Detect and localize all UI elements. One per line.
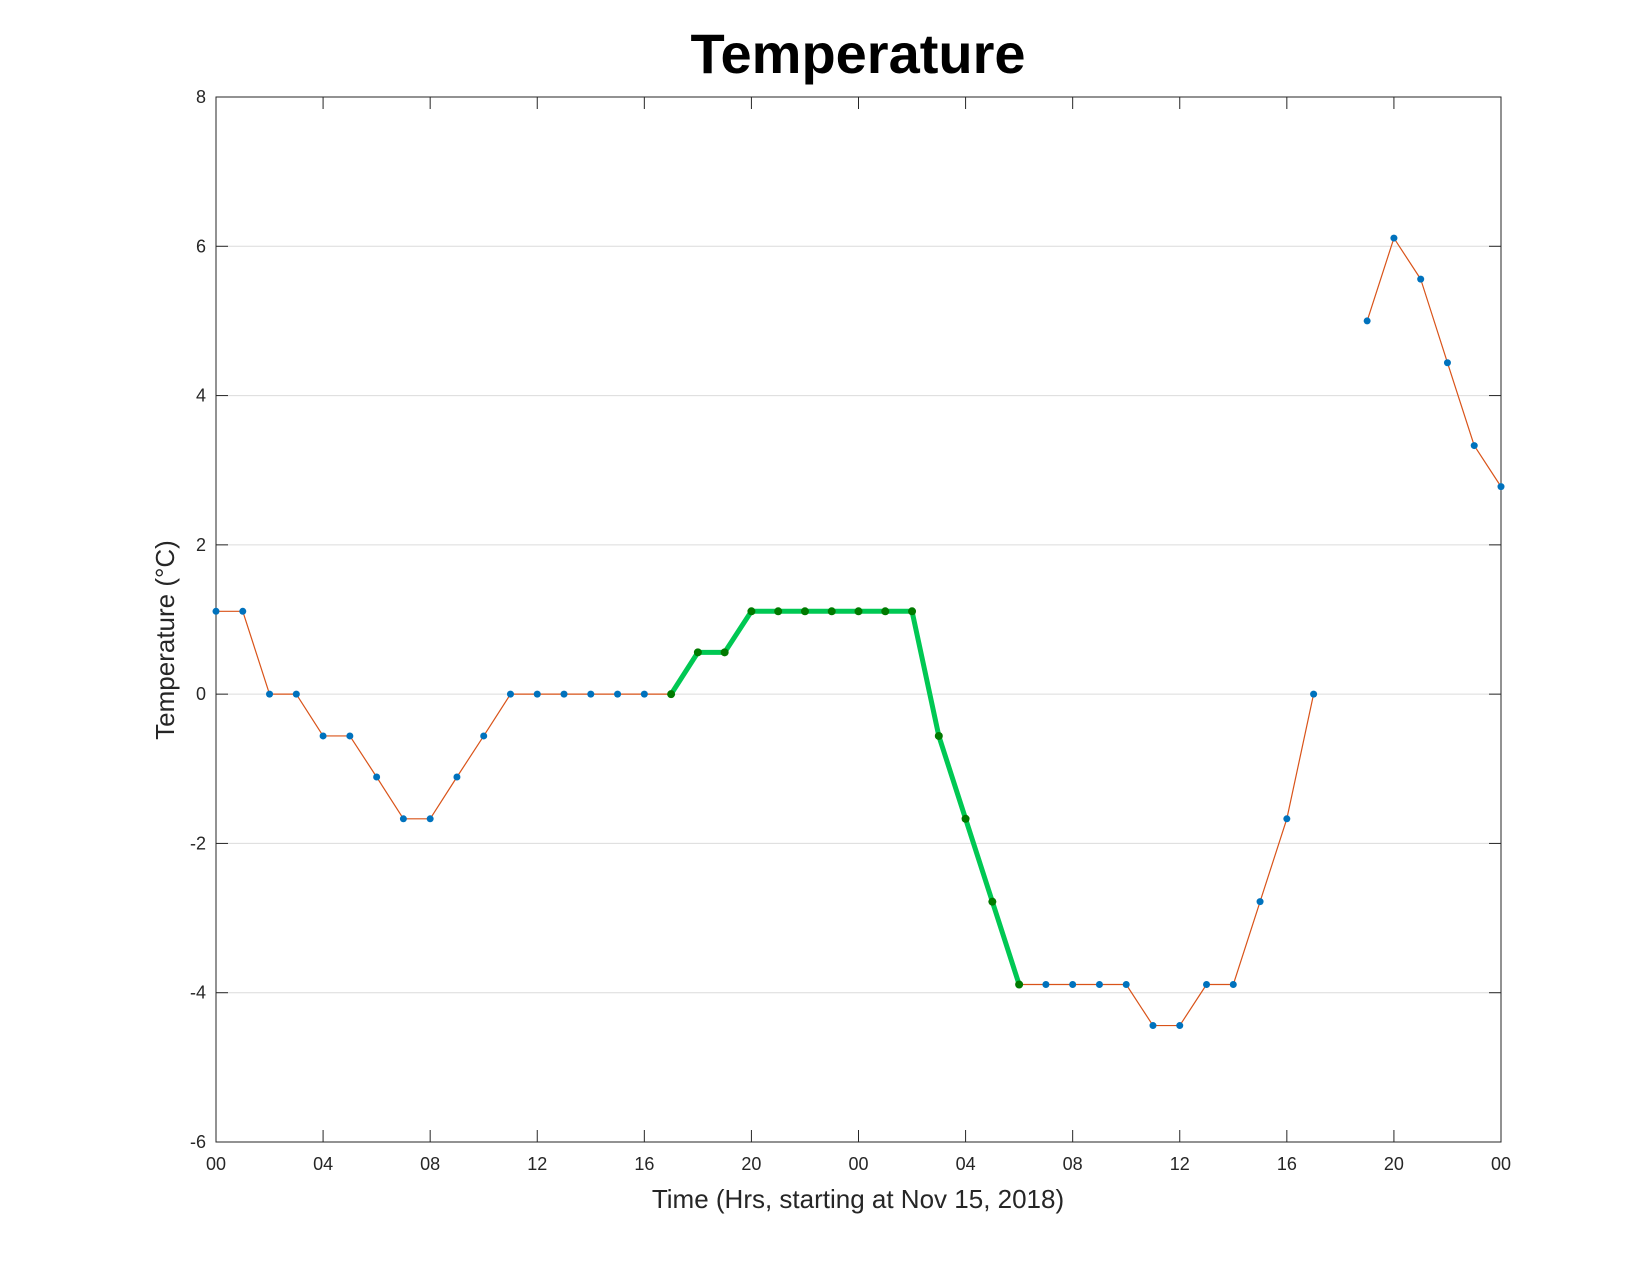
data-point xyxy=(1229,981,1237,989)
data-point xyxy=(1095,981,1103,989)
y-tick-label: 8 xyxy=(196,87,206,107)
x-axis-label: Time (Hrs, starting at Nov 15, 2018) xyxy=(652,1184,1064,1214)
data-point xyxy=(1069,981,1077,989)
data-point xyxy=(1042,981,1050,989)
y-tick-label: -6 xyxy=(190,1132,206,1152)
x-tick-label: 04 xyxy=(956,1154,976,1174)
data-point xyxy=(1390,234,1398,242)
data-point xyxy=(533,690,541,698)
data-point xyxy=(1443,359,1451,367)
data-point xyxy=(399,815,407,823)
x-tick-label: 16 xyxy=(1277,1154,1297,1174)
data-point xyxy=(212,607,220,615)
series-line xyxy=(668,608,1022,986)
x-tick-label: 00 xyxy=(848,1154,868,1174)
data-point xyxy=(1363,317,1371,325)
data-point xyxy=(988,897,997,906)
x-tick-label: 12 xyxy=(527,1154,547,1174)
data-point xyxy=(587,690,595,698)
data-point xyxy=(453,773,461,781)
y-tick-label: 4 xyxy=(196,386,206,406)
data-point xyxy=(614,690,622,698)
data-point xyxy=(1283,815,1291,823)
data-point xyxy=(720,648,729,657)
data-point xyxy=(346,732,354,740)
x-tick-label: 00 xyxy=(1491,1154,1511,1174)
data-point xyxy=(827,607,836,616)
x-tick-label: 08 xyxy=(420,1154,440,1174)
data-point xyxy=(266,690,274,698)
x-tick-label: 16 xyxy=(634,1154,654,1174)
data-point xyxy=(506,690,514,698)
data-point xyxy=(1310,690,1318,698)
y-tick-label: -4 xyxy=(190,983,206,1003)
data-point xyxy=(1256,898,1264,906)
data-point xyxy=(800,607,809,616)
y-tick-label: 6 xyxy=(196,236,206,256)
data-series xyxy=(212,234,1505,1030)
data-point xyxy=(480,732,488,740)
data-point xyxy=(319,732,327,740)
data-point xyxy=(667,690,676,699)
data-point xyxy=(1015,980,1024,989)
x-tick-label: 08 xyxy=(1063,1154,1083,1174)
x-tick-label: 20 xyxy=(1384,1154,1404,1174)
chart-title: Temperature xyxy=(690,22,1025,85)
data-point xyxy=(934,731,943,740)
data-point xyxy=(560,690,568,698)
data-point xyxy=(774,607,783,616)
data-point xyxy=(1122,981,1130,989)
data-point xyxy=(1149,1022,1157,1030)
data-point xyxy=(640,690,648,698)
data-point xyxy=(747,607,756,616)
y-tick-label: 0 xyxy=(196,684,206,704)
series-line xyxy=(1366,237,1502,487)
data-point xyxy=(1470,442,1478,450)
data-point xyxy=(854,607,863,616)
data-point xyxy=(239,607,247,615)
data-point xyxy=(693,648,702,657)
data-point xyxy=(1203,981,1211,989)
y-tick-label: 2 xyxy=(196,535,206,555)
x-tick-label: 04 xyxy=(313,1154,333,1174)
data-point xyxy=(961,814,970,823)
data-point xyxy=(426,815,434,823)
data-point xyxy=(373,773,381,781)
x-tick-label: 20 xyxy=(741,1154,761,1174)
data-point xyxy=(908,607,917,616)
axis-ticks: -6 -4 -2 0 2 4 6 8 00 04 08 12 16 20 00 04 08 12 16 20 00 xyxy=(190,87,1511,1174)
y-axis-label: Temperature (°C) xyxy=(150,540,180,740)
y-tick-label: -2 xyxy=(190,833,206,853)
data-point xyxy=(292,690,300,698)
x-tick-label: 00 xyxy=(206,1154,226,1174)
data-point xyxy=(881,607,890,616)
series-1 xyxy=(667,607,1024,989)
data-point xyxy=(1497,483,1505,491)
data-point xyxy=(1417,275,1425,283)
x-tick-label: 12 xyxy=(1170,1154,1190,1174)
grid-lines xyxy=(216,245,1501,994)
data-point xyxy=(1176,1022,1184,1030)
